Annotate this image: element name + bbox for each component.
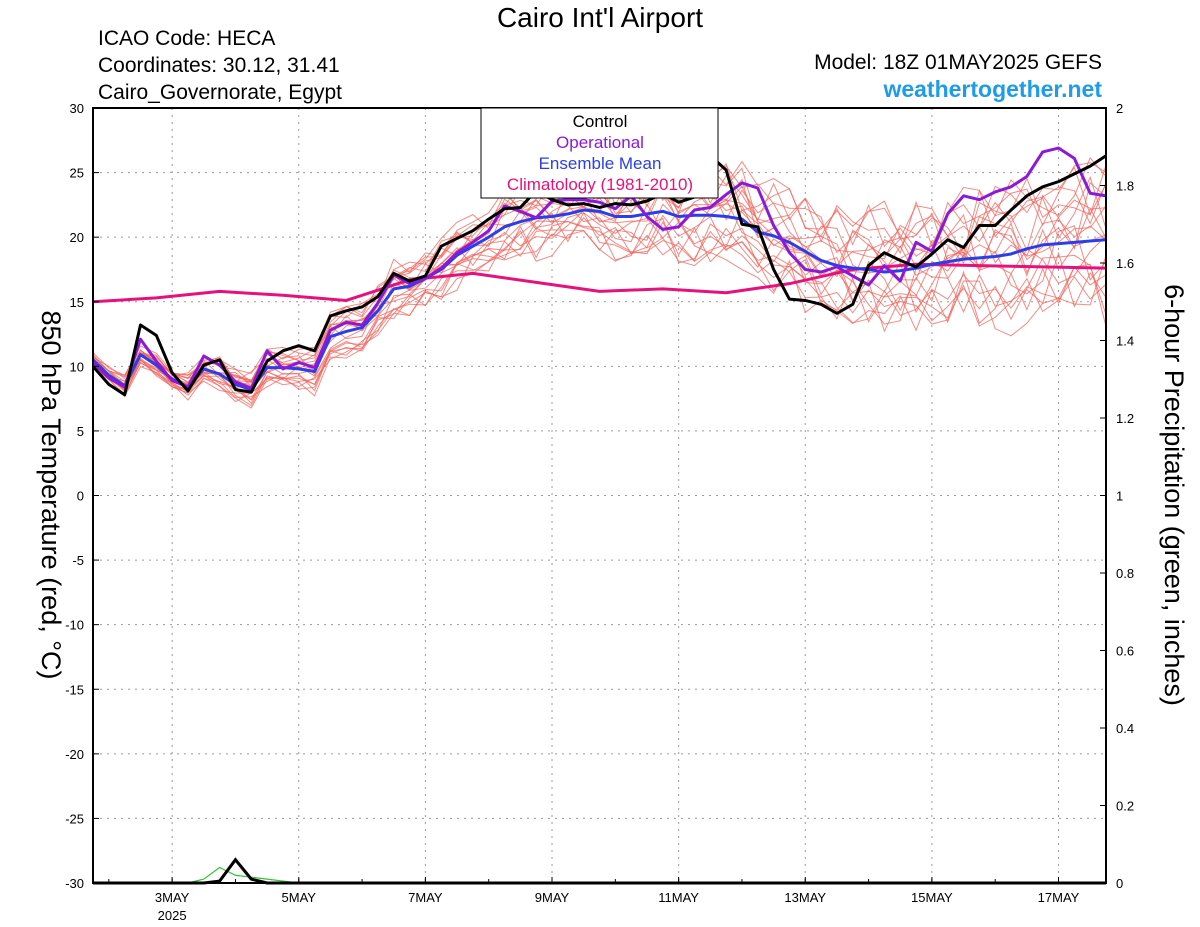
ensemble-member-line bbox=[92, 216, 1107, 403]
precipitation-layer bbox=[93, 857, 1106, 885]
y-axis-title-right: 6-hour Precipitation (green, inches) bbox=[1159, 284, 1189, 706]
x-tick-label: 13MAY bbox=[784, 890, 826, 905]
y-tick-label-left: -10 bbox=[65, 618, 84, 633]
y-tick-label-left: 20 bbox=[70, 230, 84, 245]
y-tick-label-left: 10 bbox=[70, 359, 84, 374]
legend-item-operational: Operational bbox=[556, 133, 644, 152]
y-tick-label-left: 0 bbox=[77, 489, 84, 504]
y-tick-label-right: 0.6 bbox=[1116, 644, 1134, 659]
y-tick-label-left: -15 bbox=[65, 682, 84, 697]
x-year-label: 2025 bbox=[158, 908, 187, 923]
legend-item-control: Control bbox=[573, 112, 628, 131]
x-tick-label: 17MAY bbox=[1038, 890, 1080, 905]
ensemble-member-line bbox=[92, 167, 1107, 383]
control-line bbox=[91, 154, 1107, 397]
y-tick-label-left: 25 bbox=[70, 166, 84, 181]
ensemble-member-line bbox=[92, 217, 1107, 405]
y-tick-label-right: 1 bbox=[1116, 489, 1123, 504]
ensemble-member-line bbox=[92, 184, 1107, 386]
y-tick-label-left: 15 bbox=[70, 295, 84, 310]
ensemble-mean-line bbox=[91, 208, 1107, 392]
x-tick-label: 3MAY bbox=[155, 890, 190, 905]
y-tick-label-right: 0 bbox=[1116, 876, 1123, 891]
series-layer bbox=[91, 146, 1107, 397]
ensemble-member-line bbox=[92, 182, 1107, 389]
member-precipitation-line bbox=[187, 866, 299, 884]
legend-item-ensemble-mean: Ensemble Mean bbox=[539, 154, 662, 173]
y-tick-label-right: 0.8 bbox=[1116, 566, 1134, 581]
y-tick-label-right: 0.2 bbox=[1116, 799, 1134, 814]
ensemble-member-line bbox=[92, 229, 1107, 409]
ensemble-member-line bbox=[92, 220, 1107, 398]
y-tick-label-right: 1.8 bbox=[1116, 179, 1134, 194]
y-tick-label-right: 2 bbox=[1116, 101, 1123, 116]
x-tick-label: 11MAY bbox=[658, 890, 699, 905]
icao-code-label: ICAO Code: HECA bbox=[98, 27, 276, 50]
operational-line bbox=[91, 146, 1107, 390]
legend-box bbox=[480, 107, 719, 199]
y-tick-label-left: -25 bbox=[65, 811, 84, 826]
y-tick-label-left: -20 bbox=[65, 747, 84, 762]
y-tick-label-left: -5 bbox=[72, 553, 84, 568]
y-axis-title-left: 850 hPa Temperature (red, °C) bbox=[36, 311, 66, 680]
coordinates-label: Coordinates: 30.12, 31.41 bbox=[98, 54, 340, 77]
x-tick-label: 5MAY bbox=[282, 890, 317, 905]
y-tick-label-left: -30 bbox=[65, 876, 84, 891]
control-precipitation-line bbox=[93, 857, 1106, 885]
y-tick-label-left: 30 bbox=[70, 101, 84, 116]
location-label: Cairo_Governorate, Egypt bbox=[98, 81, 342, 104]
y-tick-label-left: 5 bbox=[77, 424, 84, 439]
legend-item-climatology: Climatology (1981-2010) bbox=[507, 175, 693, 194]
x-tick-label: 7MAY bbox=[408, 890, 443, 905]
brand-link[interactable]: weathertogether.net bbox=[883, 76, 1102, 102]
x-tick-label: 9MAY bbox=[535, 890, 570, 905]
chart-title: Cairo Int'l Airport bbox=[496, 2, 704, 33]
y-tick-label-right: 1.6 bbox=[1116, 256, 1134, 271]
x-tick-label: 15MAY bbox=[911, 890, 953, 905]
legend: Control Operational Ensemble Mean Climat… bbox=[480, 107, 719, 199]
y-tick-label-right: 0.4 bbox=[1116, 721, 1134, 736]
y-tick-label-right: 1.2 bbox=[1116, 411, 1134, 426]
y-tick-label-right: 1.4 bbox=[1116, 334, 1134, 349]
tick-labels-layer: 302520151050-5-10-15-20-25-3021.81.61.41… bbox=[65, 101, 1134, 923]
model-run-label: Model: 18Z 01MAY2025 GEFS bbox=[814, 51, 1102, 74]
ensemble-member-line bbox=[92, 165, 1107, 386]
